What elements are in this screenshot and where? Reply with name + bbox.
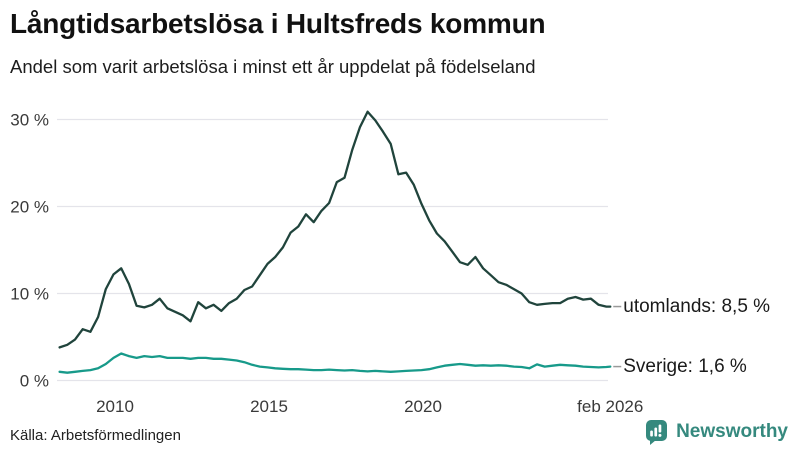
- y-tick-label: 30 %: [10, 111, 49, 130]
- chart-title: Långtidsarbetslösa i Hultsfreds kommun: [10, 8, 546, 39]
- chart-subtitle: Andel som varit arbetslösa i minst ett å…: [10, 56, 536, 77]
- source-note: Källa: Arbetsförmedlingen: [10, 427, 181, 444]
- newsworthy-wordmark: Newsworthy: [676, 421, 788, 442]
- x-tick-label: feb 2026: [577, 397, 643, 416]
- x-tick-label: 2020: [404, 397, 442, 416]
- x-tick-label: 2010: [96, 397, 134, 416]
- newsworthy-logo: Newsworthy: [645, 419, 788, 445]
- y-tick-label: 20 %: [10, 198, 49, 217]
- series-line-Sverige: [58, 352, 612, 374]
- y-tick-label: 0 %: [20, 372, 49, 391]
- series-end-label-sverige: Sverige: 1,6 %: [623, 355, 747, 377]
- y-tick-label: 10 %: [10, 285, 49, 304]
- newsworthy-icon: [646, 420, 668, 445]
- x-tick-label: 2015: [250, 397, 288, 416]
- series-end-label-utomlands: utomlands: 8,5 %: [623, 295, 771, 317]
- series-line-utomlands: [58, 110, 612, 349]
